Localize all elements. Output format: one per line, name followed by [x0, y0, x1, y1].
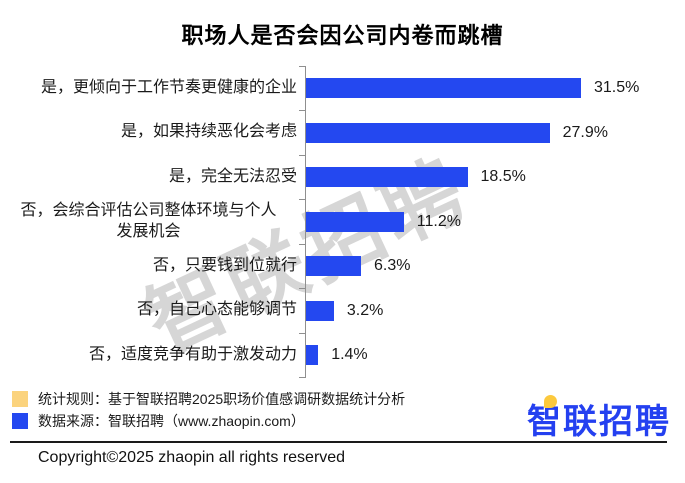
y-axis-line	[305, 66, 306, 378]
chart-title: 职场人是否会因公司内卷而跳槽	[181, 23, 504, 48]
category-label: 否，会综合评估公司整体环境与个人 发展机会	[20, 201, 277, 240]
value-label: 1.4%	[331, 346, 368, 364]
category-label: 是，完全无法忍受	[168, 167, 297, 185]
logo-text: 智联招聘	[527, 403, 671, 441]
legend: 统计规则：基于智联招聘2025职场价值感调研数据统计分析 数据来源：智联招聘（w…	[12, 388, 405, 432]
bar	[306, 345, 319, 366]
value-label: 3.2%	[346, 301, 384, 319]
zhaopin-logo: 智联招聘	[527, 394, 671, 443]
category-label: 否，只要钱到位就行	[152, 256, 297, 274]
category-label: 是，更倾向于工作节奏更健康的企业	[40, 78, 297, 96]
logo-yellow-dot-icon	[544, 395, 557, 408]
legend-label: 数据来源：智联招聘（www.zhaopin.com）	[38, 412, 305, 429]
chart-row: 否，只要钱到位就行 6.3%	[0, 243, 685, 289]
bar	[306, 167, 468, 188]
bar	[306, 78, 581, 99]
bar	[306, 211, 404, 232]
bar	[306, 256, 361, 277]
footer-divider	[10, 441, 667, 443]
legend-label: 统计规则：基于智联招聘2025职场价值感调研数据统计分析	[38, 390, 406, 407]
value-label: 11.2%	[416, 212, 461, 230]
bar	[306, 122, 550, 143]
category-label: 否，自己心态能够调节	[136, 301, 297, 319]
bar-chart: 是，更倾向于工作节奏更健康的企业 31.5% 是，如果持续恶化会考虑 27.9% 是，完…	[0, 65, 685, 378]
chart-row: 否，适度竞争有助于激发动力 1.4%	[0, 332, 685, 378]
legend-item-data-source: 数据来源：智联招聘（www.zhaopin.com）	[12, 410, 405, 431]
chart-row: 是，如果持续恶化会考虑 27.9%	[0, 110, 685, 156]
bar	[306, 300, 334, 321]
legend-swatch-yellow	[12, 390, 28, 407]
category-label: 否，适度竞争有助于激发动力	[88, 345, 297, 363]
chart-rows: 是，更倾向于工作节奏更健康的企业 31.5% 是，如果持续恶化会考虑 27.9% 是，完…	[0, 65, 685, 378]
value-label: 27.9%	[562, 123, 608, 141]
chart-row: 否，会综合评估公司整体环境与个人 发展机会 11.2%	[0, 199, 685, 245]
chart-row: 是，更倾向于工作节奏更健康的企业 31.5%	[0, 65, 685, 111]
legend-item-stat-rule: 统计规则：基于智联招聘2025职场价值感调研数据统计分析	[12, 388, 405, 409]
value-label: 18.5%	[480, 168, 526, 186]
chart-row: 否，自己心态能够调节 3.2%	[0, 288, 685, 334]
legend-swatch-blue	[12, 412, 28, 429]
category-label: 是，如果持续恶化会考虑	[120, 123, 297, 141]
value-label: 6.3%	[374, 257, 411, 275]
copyright-text: Copyright©2025 zhaopin all rights reserv…	[38, 449, 346, 466]
value-label: 31.5%	[594, 79, 640, 97]
chart-row: 是，完全无法忍受 18.5%	[0, 154, 685, 200]
axis-tick	[299, 377, 306, 378]
